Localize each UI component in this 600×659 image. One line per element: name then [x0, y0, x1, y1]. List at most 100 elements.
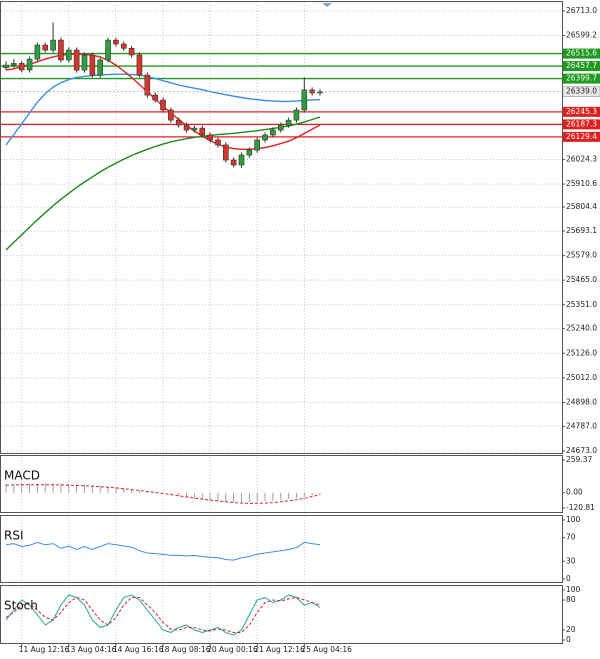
candle-body — [58, 39, 64, 61]
y-tick-label: -120.81 — [566, 503, 595, 512]
y-tick-label: 26599.2 — [566, 31, 597, 40]
candle-body — [223, 144, 229, 161]
candle-body — [89, 54, 96, 76]
candle-body — [81, 54, 88, 71]
x-tick-label: 13 Aug 04:16 — [66, 645, 117, 654]
y-tick-label: 25240.0 — [566, 324, 597, 333]
indicator-line — [5, 596, 321, 633]
candle-body — [317, 91, 323, 94]
level-label-box — [563, 119, 600, 130]
candle-body — [301, 89, 308, 111]
x-tick-label: 18 Aug 08:16 — [160, 645, 211, 654]
stoch-panel-frame — [0, 585, 563, 644]
candle-body — [230, 159, 237, 166]
candle-body — [128, 48, 135, 56]
moving-average — [5, 73, 321, 146]
x-tick-label: 11 Aug 12:16 — [19, 645, 70, 654]
macd-panel-frame — [0, 455, 563, 513]
candle-body — [215, 139, 221, 146]
candle-body — [175, 119, 182, 126]
candle-body — [160, 99, 166, 111]
candle-body — [50, 39, 56, 51]
y-tick-label: 30 — [566, 556, 576, 565]
candle-body — [246, 149, 253, 156]
candle-body — [144, 74, 151, 96]
candle-body — [73, 49, 80, 71]
level-label: 26187.3 — [566, 119, 597, 128]
indicator-line — [5, 594, 321, 636]
y-tick-label: 100 — [566, 585, 581, 594]
level-label: 26457.7 — [566, 61, 597, 70]
candle-body — [207, 134, 213, 141]
candle-body — [238, 154, 245, 166]
y-tick-label: 26713.0 — [566, 6, 597, 15]
candle-body — [199, 127, 206, 136]
candle-body — [66, 49, 72, 61]
candle-body — [18, 63, 25, 71]
y-tick-label: 70 — [566, 533, 576, 542]
level-label-box — [563, 73, 600, 84]
level-label-box — [563, 48, 600, 59]
candle-body — [136, 54, 143, 76]
y-tick-label: 24673.0 — [566, 446, 597, 455]
y-tick-label: 0 — [566, 574, 571, 583]
level-label-box — [563, 106, 600, 117]
level-label: 26515.6 — [566, 49, 597, 58]
y-tick-label: 25910.6 — [566, 179, 597, 188]
x-tick-label: 25 Aug 04:16 — [301, 645, 352, 654]
candle-body — [11, 63, 17, 66]
y-tick-label: 0 — [566, 635, 571, 644]
candle-body — [113, 39, 119, 45]
panel-title: MACD — [4, 469, 40, 483]
indicator-line — [5, 541, 321, 561]
level-label: 26129.4 — [566, 132, 597, 141]
candle-body — [105, 39, 111, 61]
y-tick-label: 24787.0 — [566, 421, 597, 430]
candle-body — [97, 59, 103, 76]
level-label: 26245.3 — [566, 107, 597, 116]
y-tick-label: 25012.0 — [566, 373, 597, 382]
macd-signal-line — [5, 484, 321, 504]
rsi-panel-frame — [0, 515, 563, 583]
candle-body — [254, 139, 260, 151]
candle-body — [285, 119, 292, 126]
candle-body — [168, 109, 174, 121]
candle-body — [3, 64, 9, 69]
candle-body — [152, 94, 158, 101]
moving-average — [5, 116, 321, 251]
x-tick-label: 14 Aug 16:16 — [113, 645, 164, 654]
candle-body — [34, 44, 41, 60]
y-tick-label: 80 — [566, 595, 576, 604]
candle-body — [293, 109, 300, 121]
candle-body — [191, 127, 198, 131]
candle-body — [42, 44, 49, 51]
main-panel-frame — [0, 1, 563, 454]
y-tick-label: 25465.0 — [566, 275, 597, 284]
candle-body — [270, 129, 276, 136]
y-tick-label: 259.37 — [566, 455, 592, 464]
y-tick-label: 24898.0 — [566, 397, 597, 406]
y-tick-label: 26024.3 — [566, 155, 597, 164]
candle-body — [120, 43, 127, 49]
last-price-label: 26339.0 — [566, 87, 597, 96]
y-tick-label: 25693.1 — [566, 226, 597, 235]
y-tick-label: 25351.0 — [566, 300, 597, 309]
level-label-box — [563, 131, 600, 142]
candle-body — [277, 124, 284, 131]
y-tick-label: 100 — [566, 515, 581, 524]
y-tick-label: 0.00 — [566, 488, 583, 497]
level-label: 26399.7 — [566, 74, 597, 83]
shift-marker — [322, 3, 332, 7]
candle-body — [183, 124, 190, 131]
y-tick-label: 25804.4 — [566, 202, 597, 211]
y-tick-label: 20 — [566, 625, 576, 634]
y-tick-label: 25579.0 — [566, 251, 597, 260]
panel-title: RSI — [4, 529, 24, 543]
x-tick-label: 20 Aug 00:16 — [207, 645, 258, 654]
panel-title: Stoch — [4, 599, 38, 613]
candle-body — [26, 58, 33, 71]
x-tick-label: 21 Aug 12:16 — [254, 645, 305, 654]
y-tick-label: 25126.0 — [566, 348, 597, 357]
